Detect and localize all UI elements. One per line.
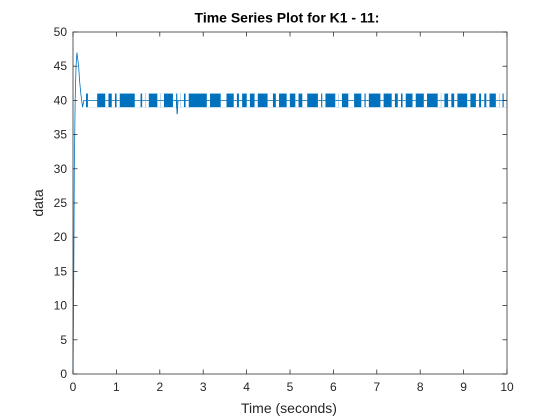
- x-tick-label: 1: [113, 380, 120, 394]
- y-tick-label: 10: [54, 299, 68, 313]
- y-tick-label: 40: [54, 93, 68, 107]
- x-tick-label: 4: [243, 380, 250, 394]
- x-tick-label: 2: [156, 380, 163, 394]
- chart-title: Time Series Plot for K1 - 11:: [195, 10, 380, 26]
- x-tick-label: 9: [460, 380, 467, 394]
- series-line-dip: [175, 100, 179, 115]
- x-tick-label: 7: [373, 380, 380, 394]
- x-axis-label: Time (seconds): [241, 400, 337, 416]
- y-tick-label: 25: [54, 196, 68, 210]
- x-tick-label: 5: [287, 380, 294, 394]
- y-tick-label: 20: [54, 230, 68, 244]
- series-gaps: [87, 93, 507, 108]
- x-tick-label: 3: [200, 380, 207, 394]
- y-tick-label: 0: [60, 367, 67, 381]
- y-tick-label: 50: [54, 25, 68, 39]
- y-tick-label: 15: [54, 264, 68, 278]
- y-tick-label: 5: [60, 333, 67, 347]
- y-tick-label: 30: [54, 162, 68, 176]
- x-tick-label: 0: [70, 380, 77, 394]
- x-tick-label: 8: [417, 380, 424, 394]
- y-axis-label: data: [30, 189, 46, 216]
- x-tick-label: 6: [330, 380, 337, 394]
- plot-area: [72, 52, 508, 375]
- x-tick-label: 10: [500, 380, 514, 394]
- axis-ticks: [72, 31, 508, 375]
- y-tick-label: 45: [54, 59, 68, 73]
- y-tick-label: 35: [54, 128, 68, 142]
